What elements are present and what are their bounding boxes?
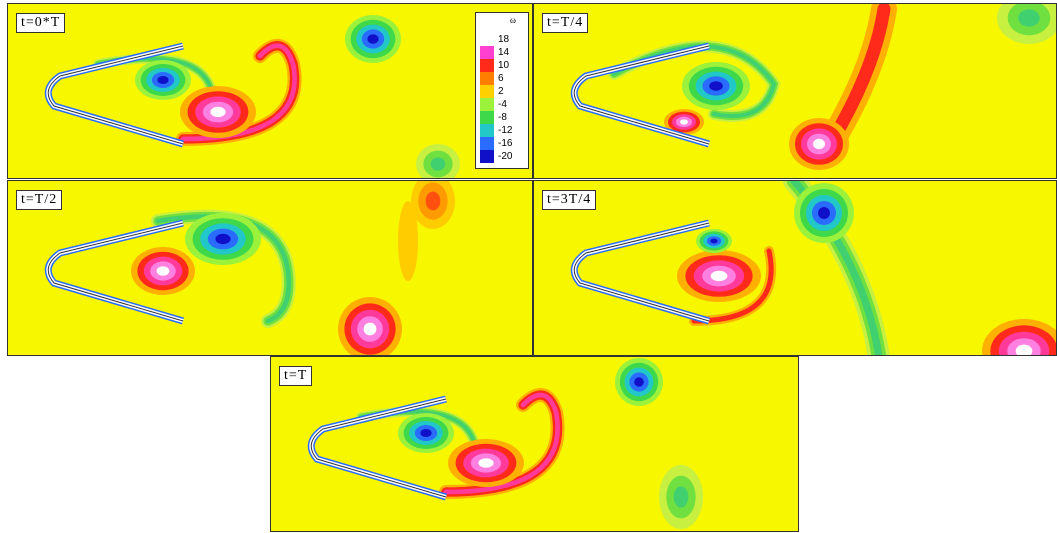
colorbar-entry: -20: [478, 150, 526, 163]
colorbar-swatch: [480, 85, 494, 98]
vortex-contour: [367, 34, 378, 44]
colorbar-entry: -4: [478, 98, 526, 111]
colorbar-swatch: [480, 72, 494, 85]
vortex-contour: [813, 139, 825, 149]
panel-label: t=T: [279, 366, 312, 386]
vortex-contour: [420, 429, 431, 437]
contour-plot: [8, 181, 533, 356]
vortex-contour: [426, 192, 441, 211]
vortex-contour: [210, 107, 225, 117]
vortex-contour: [680, 119, 688, 124]
colorbar-swatch: [480, 46, 494, 59]
colorbar-entry: 2: [478, 85, 526, 98]
contour-plot: [534, 4, 1057, 179]
colorbar-label: 14: [498, 47, 509, 58]
panel: t=3T/4: [533, 180, 1057, 356]
colorbar-entry: -8: [478, 111, 526, 124]
vortex-contour: [709, 81, 723, 91]
vortex-contour: [818, 207, 830, 219]
vortex-contour: [215, 234, 230, 244]
colorbar-entry: 18: [478, 33, 526, 46]
colorbar-label: 18: [498, 34, 509, 45]
colorbar-label: -16: [498, 138, 512, 149]
vortex-contour: [398, 201, 418, 281]
vortex-contour: [431, 157, 446, 170]
colorbar-swatch: [480, 59, 494, 72]
contour-plot: [8, 4, 533, 179]
panel-label: t=T/4: [542, 13, 588, 33]
colorbar-label: 6: [498, 73, 504, 84]
panel: t=T: [270, 356, 799, 532]
vortex-contour: [674, 486, 689, 507]
vortex-contour: [157, 76, 168, 84]
panel-label: t=0*T: [16, 13, 65, 33]
contour-plot: [271, 357, 799, 532]
colorbar-label: -4: [498, 99, 507, 110]
colorbar-label: -12: [498, 125, 512, 136]
colorbar-swatch: [480, 124, 494, 137]
vortex-contour: [157, 266, 170, 276]
panel-label: t=3T/4: [542, 190, 596, 210]
colorbar-label: -8: [498, 112, 507, 123]
contour-plot: [534, 181, 1057, 356]
colorbar-entry: -12: [478, 124, 526, 137]
colorbar-entry: 14: [478, 46, 526, 59]
colorbar-swatch: [480, 137, 494, 150]
vortex-contour: [710, 239, 717, 244]
colorbar-title: ω: [510, 15, 516, 25]
colorbar-swatch: [480, 98, 494, 111]
panel: t=T/4: [533, 3, 1057, 179]
colorbar-swatch: [480, 33, 494, 46]
panel: t=T/2: [7, 180, 533, 356]
colorbar-label: 2: [498, 86, 504, 97]
vortex-contour: [364, 323, 377, 336]
vortex-contour: [478, 458, 493, 468]
vortex-contour: [1018, 9, 1039, 26]
panel-label: t=T/2: [16, 190, 62, 210]
vortex-contour: [634, 377, 644, 387]
colorbar-entry: 6: [478, 72, 526, 85]
vortex-contour: [711, 271, 728, 281]
colorbar-label: -20: [498, 151, 512, 162]
figure: t=0*T ω18 14 10 6 2 -4 -8 -12 -16 -20 t=T/4 t=T/2…: [0, 0, 1057, 533]
colorbar-entry: 10: [478, 59, 526, 72]
colorbar-swatch: [480, 150, 494, 163]
colorbar-swatch: [480, 111, 494, 124]
colorbar-entry: -16: [478, 137, 526, 150]
colorbar-label: 10: [498, 60, 509, 71]
